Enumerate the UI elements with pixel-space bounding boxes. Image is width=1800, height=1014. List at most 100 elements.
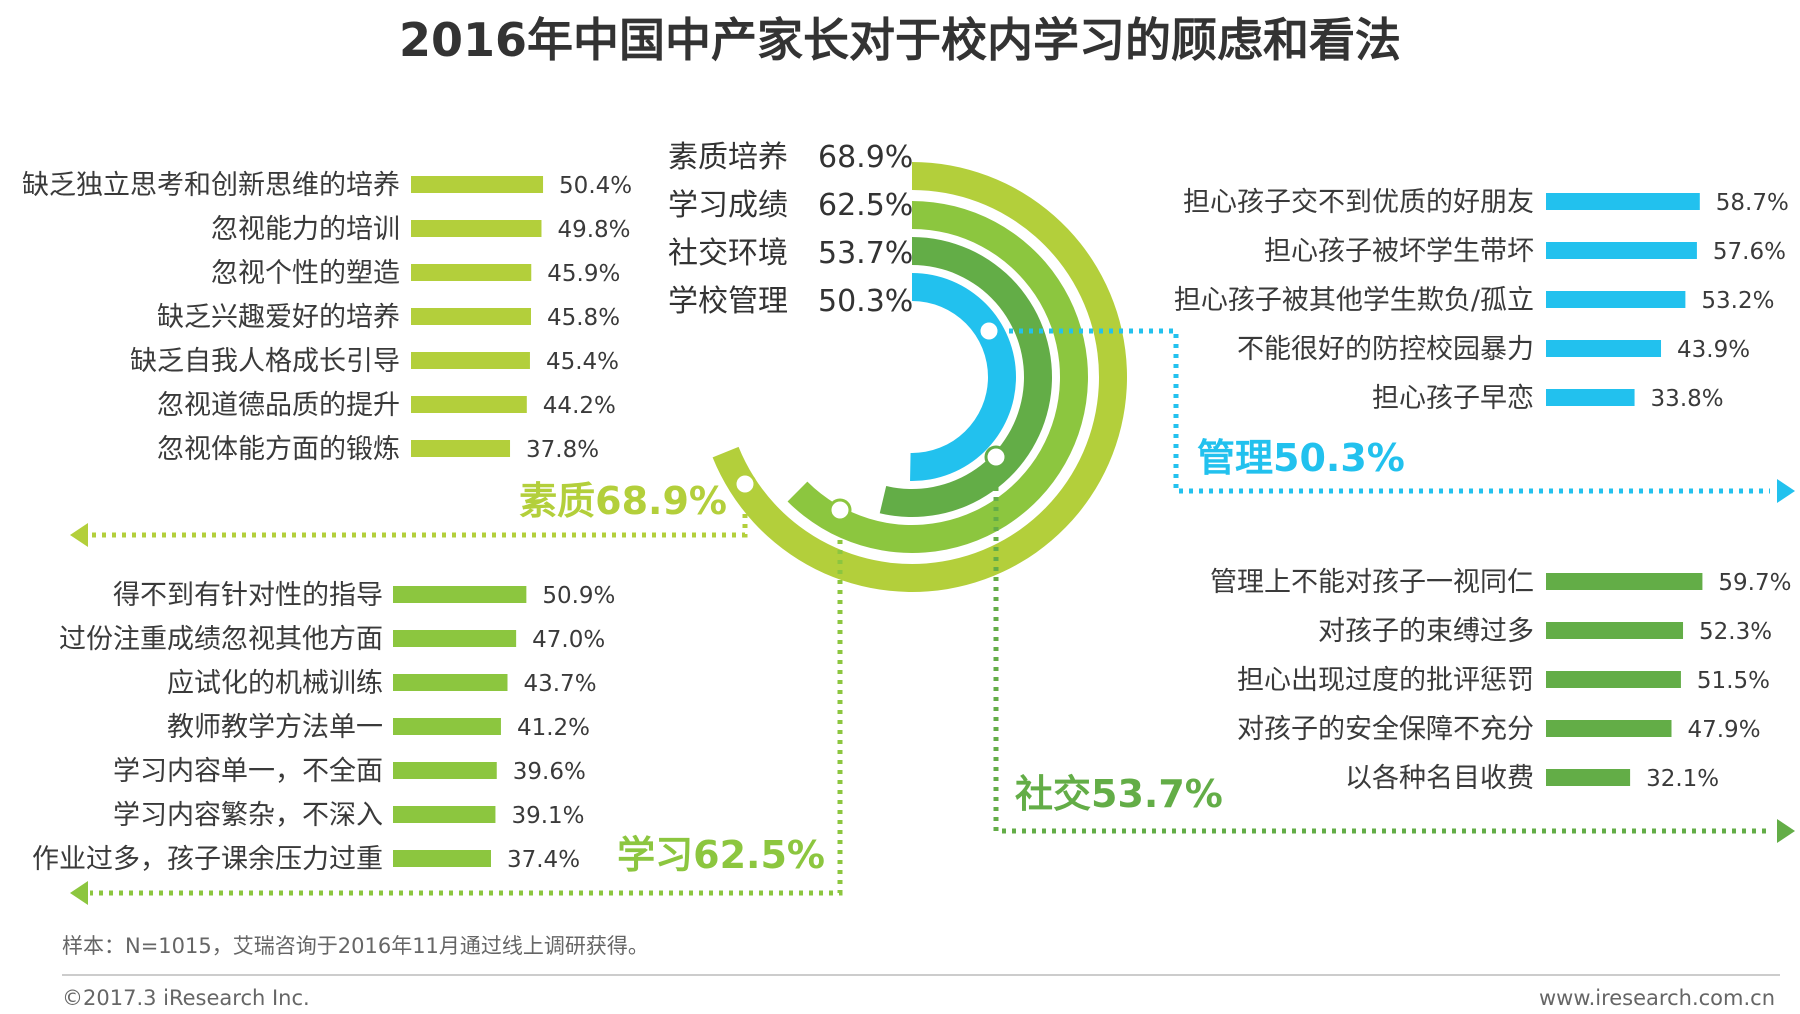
study-bar-value: 47.0% [532, 627, 605, 653]
management-bar-label: 担心孩子早恋 [1372, 383, 1534, 414]
management-bar [1546, 340, 1662, 357]
quality-bar [411, 396, 527, 413]
management-bar [1546, 193, 1700, 210]
study-bar-label: 教师教学方法单一 [167, 712, 383, 743]
study-bar [393, 850, 491, 867]
social-bar [1546, 573, 1703, 590]
social-group-label: 社交53.7% [1015, 772, 1223, 816]
study-bar [393, 718, 501, 735]
quality-bar-label: 缺乏独立思考和创新思维的培养 [22, 170, 400, 201]
social-bar [1546, 769, 1631, 786]
quality-bar-value: 45.8% [547, 305, 620, 331]
management-bar-label: 担心孩子被坏学生带坏 [1264, 236, 1534, 267]
ring-label-3: 社交环境 [668, 236, 788, 271]
management-bar-label: 担心孩子交不到优质的好朋友 [1183, 187, 1534, 218]
quality-arrow-icon [70, 523, 88, 547]
bar-groups: 缺乏独立思考和创新思维的培养 50.4% 忽视能力的培训 49.8% 忽视个性的塑造 45… [22, 170, 1791, 875]
social-bar-label: 以各种名目收费 [1345, 763, 1534, 794]
quality-bar-value: 45.9% [547, 261, 620, 287]
management-group-label: 管理50.3% [1197, 436, 1405, 480]
management-bar [1546, 242, 1697, 259]
quality-bar-value: 49.8% [557, 217, 630, 243]
management-bar-value: 53.2% [1701, 288, 1774, 314]
social-bar-label: 对孩子的束缚过多 [1318, 616, 1534, 647]
quality-bar-value: 45.4% [546, 349, 619, 375]
social-arrow-icon [1777, 819, 1795, 843]
quality-bar [411, 264, 532, 281]
management-connector [999, 328, 1770, 494]
quality-bar-label: 忽视个性的塑造 [211, 258, 400, 289]
quality-bar-value: 50.4% [559, 173, 632, 199]
social-bar-value: 47.9% [1687, 717, 1760, 743]
social-connector [993, 467, 1770, 834]
quality-bar-label: 缺乏兴趣爱好的培养 [157, 302, 400, 333]
study-bar [393, 674, 508, 691]
quality-connector [90, 494, 748, 538]
page-title: 2016年中国中产家长对于校内学习的顾虑和看法 [399, 13, 1401, 67]
study-bar-value: 41.2% [517, 715, 590, 741]
ring-value-3: 53.7% [818, 236, 913, 271]
social-bar-label: 担心出现过度的批评惩罚 [1237, 665, 1534, 696]
connector-lines: 素质68.9% 学习62.5% 社交53.7% 管理50.3% [70, 328, 1795, 905]
management-bar [1546, 291, 1686, 308]
study-bar-label: 得不到有针对性的指导 [113, 580, 383, 611]
quality-group-label: 素质68.9% [519, 479, 727, 523]
quality-bar [411, 352, 530, 369]
quality-bar-label: 忽视能力的培训 [211, 214, 400, 245]
quality-bar-value: 44.2% [543, 393, 616, 419]
social-bar [1546, 671, 1681, 688]
study-bar [393, 586, 527, 603]
management-bar-label: 不能很好的防控校园暴力 [1237, 334, 1534, 365]
social-bar-label: 对孩子的安全保障不充分 [1237, 714, 1534, 745]
social-bar [1546, 720, 1672, 737]
management-bar [1546, 389, 1635, 406]
footer-website: www.iresearch.com.cn [1539, 986, 1775, 1010]
management-arrow-icon [1777, 479, 1795, 503]
ring-value-4: 50.3% [818, 284, 913, 319]
quality-bar-label: 忽视体能方面的锻炼 [157, 434, 400, 465]
ring-label-2: 学习成绩 [668, 188, 788, 223]
social-bar-value: 59.7% [1718, 570, 1791, 596]
quality-bar [411, 176, 544, 193]
study-bar-value: 50.9% [542, 583, 615, 609]
quality-bar [411, 440, 511, 457]
study-bar-value: 43.7% [523, 671, 596, 697]
study-bar-value: 39.1% [511, 803, 584, 829]
management-bar-value: 58.7% [1716, 190, 1789, 216]
study-bar-value: 37.4% [507, 847, 580, 873]
radial-chart: 素质培养 68.9% 学习成绩 62.5% 社交环境 53.7% 学校管理 50.3% [668, 140, 1127, 592]
quality-bar-label: 忽视道德品质的提升 [157, 390, 400, 421]
study-bar [393, 806, 496, 823]
management-bar-value: 43.9% [1677, 337, 1750, 363]
ring-label-4: 学校管理 [668, 284, 788, 319]
quality-bar [411, 308, 531, 325]
study-connector [90, 520, 843, 896]
study-bar-value: 39.6% [513, 759, 586, 785]
management-bar-label: 担心孩子被其他学生欺负/孤立 [1174, 285, 1534, 316]
ring-marker-3 [984, 445, 1008, 469]
management-bar-value: 57.6% [1713, 239, 1786, 265]
ring-arc-3 [879, 237, 1052, 517]
study-group-label: 学习62.5% [617, 833, 825, 877]
quality-bar-label: 缺乏自我人格成长引导 [130, 346, 400, 377]
ring-arc-2 [787, 201, 1089, 553]
ring-marker-1 [733, 472, 757, 496]
social-bar-value: 52.3% [1699, 619, 1772, 645]
study-arrow-icon [70, 881, 88, 905]
ring-label-1: 素质培养 [668, 140, 788, 175]
ring-marker-4 [977, 319, 1001, 343]
study-bar-label: 应试化的机械训练 [167, 668, 383, 699]
quality-bar-value: 37.8% [526, 437, 599, 463]
social-bar-value: 51.5% [1697, 668, 1770, 694]
ring-value-1: 68.9% [818, 140, 913, 175]
social-bar-label: 管理上不能对孩子一视同仁 [1210, 567, 1534, 598]
sample-note: 样本：N=1015，艾瑞咨询于2016年11月通过线上调研获得。 [62, 934, 649, 958]
study-bar [393, 630, 517, 647]
study-bar [393, 762, 497, 779]
management-bar-value: 33.8% [1651, 386, 1724, 412]
quality-bar [411, 220, 542, 237]
study-bar-label: 作业过多，孩子课余压力过重 [32, 844, 383, 875]
study-bar-label: 学习内容繁杂，不深入 [113, 800, 383, 831]
social-bar-value: 32.1% [1646, 766, 1719, 792]
study-bar-label: 学习内容单一，不全面 [113, 756, 383, 787]
